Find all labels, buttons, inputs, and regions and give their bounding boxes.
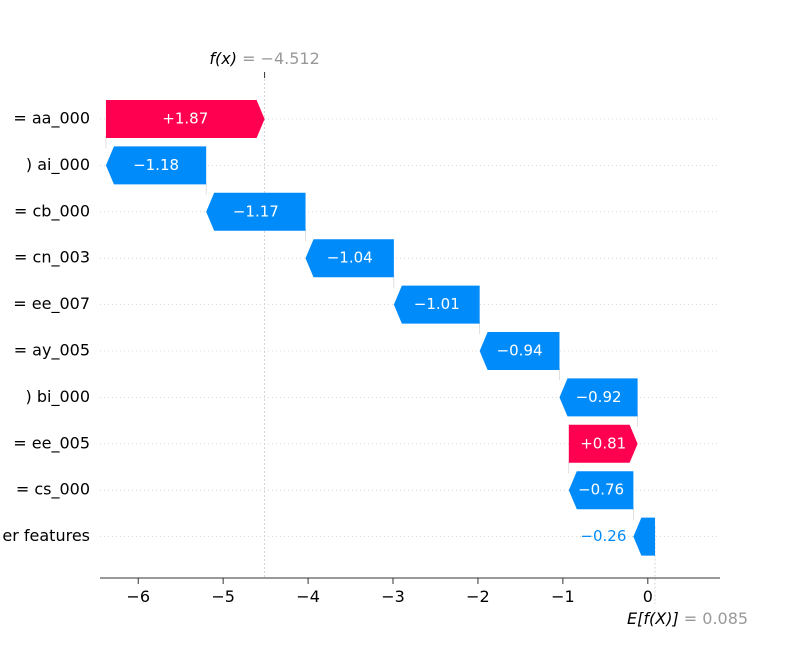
bar-3 (206, 192, 306, 231)
feature-label: er features (2, 526, 90, 545)
bar-2 (105, 146, 207, 185)
bar-8 (568, 424, 638, 463)
annotations: f(x) = −4.512 E[f(X)] = 0.085 (209, 49, 748, 628)
bars-layer: +1.87 −1.18 −1.17 −1.04 −1.01 −0.94 −0.92 +0.81… (105, 100, 656, 556)
feature-label: = ay_005 (14, 341, 90, 361)
feature-label: = ee_007 (13, 294, 90, 314)
x-tick-label: −2 (466, 587, 490, 606)
bar-1 (105, 100, 265, 138)
fx-annotation: f(x) = −4.512 (209, 49, 319, 68)
feature-label: = cn_003 (14, 248, 90, 268)
feature-label: = cb_000 (14, 201, 90, 221)
bar-5 (393, 285, 480, 324)
bar-value-label: +0.81 (580, 434, 626, 452)
bar-9 (568, 471, 634, 510)
feature-label: = ee_005 (13, 433, 90, 453)
bar-4 (305, 239, 394, 278)
bar-value-label: −1.01 (414, 295, 460, 313)
bar-value-label: −1.18 (133, 156, 179, 174)
bar-value-label: −0.26 (580, 527, 626, 545)
feature-labels-layer: = aa_000 ) ai_000 = cb_000 = cn_003 = ee_007… (2, 109, 90, 546)
bar-value-label: −1.17 (233, 202, 279, 220)
feature-label: ) bi_000 (26, 387, 90, 407)
x-tick-label: −3 (381, 587, 405, 606)
x-tick-label: 0 (643, 587, 653, 606)
bar-value-label: −0.92 (576, 388, 622, 406)
bar-6 (479, 332, 560, 370)
feature-label: ) ai_000 (26, 155, 90, 175)
feature-label: = cs_000 (16, 480, 90, 500)
base-value-label: E[f(X)] (627, 609, 679, 628)
x-tick-label: −1 (551, 587, 575, 606)
x-axis: −6 −5 −4 −3 −2 −1 0 (100, 577, 720, 606)
bar-value-label: +1.87 (162, 110, 208, 128)
base-value-annotation: E[f(X)] = 0.085 (627, 609, 748, 628)
bar-value-label: −0.76 (578, 481, 624, 499)
bar-10 (633, 517, 656, 556)
base-value: = 0.085 (679, 609, 748, 628)
x-tick-label: −5 (211, 587, 235, 606)
fx-value: = −4.512 (237, 49, 320, 68)
x-tick-label: −6 (126, 587, 150, 606)
bar-value-label: −1.04 (327, 249, 373, 267)
bar-7 (559, 378, 638, 417)
fx-label: f(x) (209, 49, 237, 68)
feature-label: = aa_000 (13, 109, 90, 129)
x-tick-label: −4 (296, 587, 320, 606)
bar-value-label: −0.94 (497, 342, 543, 360)
